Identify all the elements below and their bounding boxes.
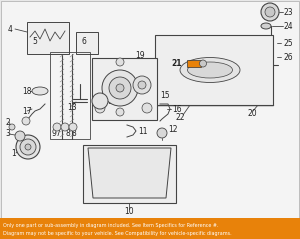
- Text: 5: 5: [32, 37, 37, 45]
- Circle shape: [138, 81, 146, 89]
- Circle shape: [15, 131, 25, 141]
- Text: 6: 6: [82, 37, 87, 45]
- Circle shape: [92, 93, 108, 109]
- Circle shape: [116, 108, 124, 116]
- Text: 9: 9: [52, 129, 57, 137]
- Bar: [155, 35, 273, 105]
- Circle shape: [25, 144, 31, 150]
- Text: 19: 19: [135, 50, 145, 60]
- Ellipse shape: [32, 87, 48, 95]
- Circle shape: [157, 128, 167, 138]
- Bar: [92, 58, 157, 120]
- Circle shape: [133, 76, 151, 94]
- Bar: [27, 22, 69, 54]
- Text: 7: 7: [55, 129, 60, 137]
- Text: 17: 17: [22, 107, 32, 115]
- Text: 3: 3: [5, 130, 10, 138]
- Text: 22: 22: [175, 113, 184, 121]
- Text: 13: 13: [67, 103, 76, 112]
- Circle shape: [261, 3, 279, 21]
- Ellipse shape: [180, 58, 240, 82]
- Text: 14: 14: [107, 97, 117, 105]
- Ellipse shape: [188, 62, 232, 78]
- Circle shape: [102, 70, 138, 106]
- Circle shape: [200, 60, 206, 67]
- Ellipse shape: [261, 23, 271, 29]
- Circle shape: [109, 77, 131, 99]
- Text: 2: 2: [5, 118, 10, 126]
- Text: 1: 1: [11, 150, 16, 158]
- Text: 23: 23: [284, 7, 294, 16]
- Bar: [187, 60, 201, 67]
- Text: 24: 24: [284, 22, 294, 31]
- Bar: [0, 218, 300, 239]
- Circle shape: [69, 123, 77, 131]
- Circle shape: [20, 139, 36, 155]
- Circle shape: [116, 58, 124, 66]
- Text: 11: 11: [138, 126, 148, 136]
- Text: 26: 26: [284, 53, 294, 61]
- Text: 8: 8: [65, 129, 70, 137]
- Text: Only one part or sub-assembly in diagram included. See Item Specifics for Refere: Only one part or sub-assembly in diagram…: [3, 223, 218, 228]
- Circle shape: [16, 135, 40, 159]
- Circle shape: [95, 103, 105, 113]
- Text: 25: 25: [284, 38, 294, 48]
- Circle shape: [265, 7, 275, 17]
- Text: 8: 8: [72, 129, 77, 137]
- Text: 10: 10: [124, 206, 134, 216]
- Circle shape: [142, 103, 152, 113]
- Text: Diagram may not be specific to your vehicle. See Compatibility for vehicle-speci: Diagram may not be specific to your vehi…: [3, 230, 232, 235]
- Text: 12: 12: [168, 125, 178, 135]
- Text: 15: 15: [160, 91, 169, 99]
- Circle shape: [116, 84, 124, 92]
- Polygon shape: [88, 148, 171, 198]
- Bar: [83, 145, 176, 203]
- Bar: [50, 52, 90, 139]
- Text: 20: 20: [248, 109, 258, 118]
- Text: 4: 4: [8, 25, 13, 33]
- Text: 16: 16: [172, 104, 182, 114]
- Circle shape: [22, 117, 30, 125]
- Text: 21: 21: [171, 59, 181, 68]
- Circle shape: [53, 123, 61, 131]
- Circle shape: [61, 123, 69, 131]
- Circle shape: [9, 124, 15, 130]
- Text: 18: 18: [22, 87, 32, 96]
- Bar: [76, 32, 98, 54]
